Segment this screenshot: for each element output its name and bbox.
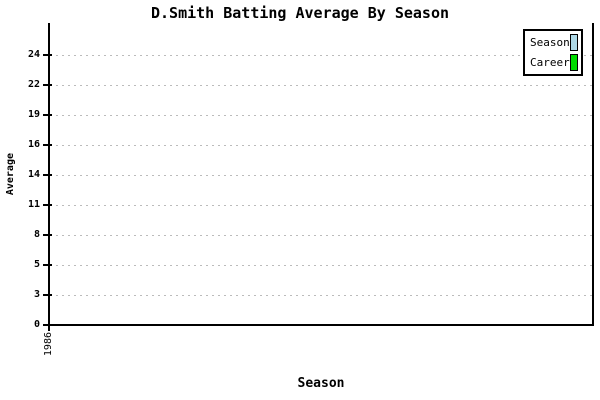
x-axis-line: [48, 324, 594, 326]
legend-item-label: Season: [530, 36, 570, 50]
gridline: [50, 85, 592, 86]
gridline: [50, 295, 592, 296]
gridline: [50, 55, 592, 56]
y-tick-label: 8: [33, 229, 40, 240]
legend: Season Career: [523, 29, 583, 76]
y-tick-mark: [43, 174, 52, 176]
y-tick-label: 5: [33, 259, 40, 270]
y-tick-label: 14: [27, 169, 40, 180]
right-border-line: [592, 23, 594, 326]
y-tick-label: 24: [27, 49, 40, 60]
legend-item-season: Season: [530, 34, 578, 52]
gridline: [50, 235, 592, 236]
legend-swatch-season: [569, 34, 578, 52]
x-axis-label: Season: [297, 376, 345, 391]
y-tick-mark: [43, 204, 52, 206]
legend-swatch-career: [569, 53, 578, 71]
gridline: [50, 205, 592, 206]
y-tick-label: 22: [27, 79, 40, 90]
y-tick-mark: [43, 114, 52, 116]
y-tick-label: 0: [33, 319, 40, 330]
y-tick-label: 3: [33, 289, 40, 300]
gridline: [50, 265, 592, 266]
legend-item-career: Career: [530, 53, 578, 71]
x-tick-mark: [48, 326, 50, 331]
y-tick-label: 11: [27, 199, 40, 210]
legend-item-label: Career: [530, 55, 570, 69]
y-tick-mark: [43, 264, 52, 266]
y-axis-label: Average: [4, 153, 16, 196]
y-tick-mark: [43, 324, 52, 326]
gridline: [50, 115, 592, 116]
x-tick-label: 1986: [43, 332, 54, 357]
gridline: [50, 175, 592, 176]
y-tick-mark: [43, 54, 52, 56]
y-tick-mark: [43, 234, 52, 236]
gridline: [50, 145, 592, 146]
y-tick-label: 16: [27, 139, 40, 150]
chart-title: D.Smith Batting Average By Season: [150, 4, 449, 22]
y-tick-label: 19: [27, 109, 40, 120]
y-tick-mark: [43, 294, 52, 296]
y-tick-mark: [43, 84, 52, 86]
plot-area: 0 3 5 8 11 14 16 19 22 24 1986: [28, 23, 594, 356]
y-tick-mark: [43, 144, 52, 146]
